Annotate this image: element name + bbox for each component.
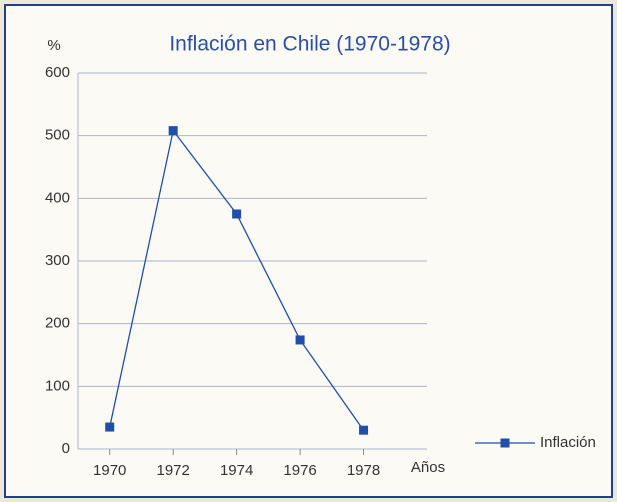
legend-label: Inflación (540, 434, 596, 451)
y-tick-label: 100 (45, 377, 70, 394)
y-tick-label: 0 (62, 440, 70, 457)
y-tick-label: 300 (45, 252, 70, 269)
legend-marker (500, 438, 510, 448)
x-tick-label: 1978 (347, 462, 380, 479)
point-marker (105, 422, 115, 432)
y-tick-label: 500 (45, 127, 70, 144)
y-tick-label: 400 (45, 189, 70, 206)
y-tick-label: 200 (45, 315, 70, 332)
frame (4, 4, 613, 498)
point-marker (168, 126, 178, 136)
point-marker (359, 425, 369, 435)
y-axis-label: % (47, 37, 60, 54)
chart-title: Inflación en Chile (1970-1978) (169, 33, 450, 56)
x-tick-label: 1974 (220, 462, 253, 479)
x-tick-label: 1972 (156, 462, 189, 479)
point-marker (295, 335, 305, 345)
x-tick-label: 1976 (283, 462, 316, 479)
y-tick-label: 600 (45, 64, 70, 81)
x-tick-label: 1970 (93, 462, 126, 479)
x-axis-label: Años (411, 459, 445, 476)
point-marker (232, 209, 242, 219)
